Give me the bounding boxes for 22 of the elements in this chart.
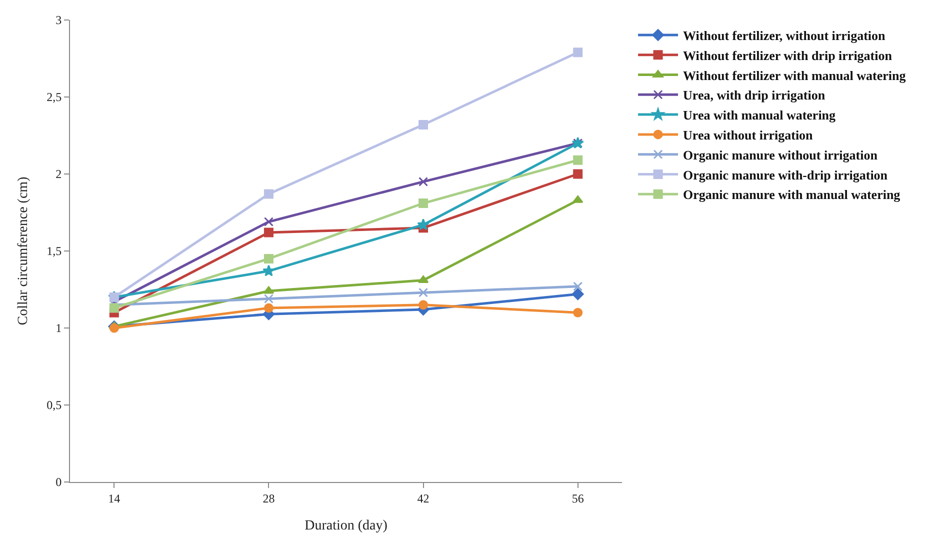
y-tick-label: 1 <box>56 321 62 336</box>
x-axis-title: Duration (day) <box>304 518 388 534</box>
legend-label: Organic manure without irrigation <box>683 147 878 162</box>
legend-label: Urea with manual watering <box>683 108 836 123</box>
y-tick-label: 3 <box>56 13 62 28</box>
y-tick-label: 0 <box>56 475 62 490</box>
x-tick-label: 56 <box>572 491 584 506</box>
x-tick-label: 14 <box>108 491 120 506</box>
y-tick-label: 0,5 <box>46 398 62 412</box>
legend-label: Without fertilizer with drip irrigation <box>683 48 893 63</box>
legend-label: Urea, with drip irrigation <box>683 88 826 103</box>
x-tick-label: 42 <box>417 491 430 506</box>
legend-label: Organic manure with-drip irrigation <box>683 167 888 182</box>
y-tick-label: 1,5 <box>46 244 62 258</box>
legend-label: Without fertilizer with manual watering <box>683 68 906 83</box>
legend-label: Organic manure with manual watering <box>683 187 901 202</box>
x-tick-label: 28 <box>262 491 275 506</box>
y-tick-label: 2,5 <box>46 90 62 104</box>
y-axis-title: Collar circumference (cm) <box>16 176 32 326</box>
y-tick-label: 2 <box>56 167 62 182</box>
legend-label: Urea without irrigation <box>683 128 814 143</box>
legend-label: Without fertilizer, without irrigation <box>683 28 886 44</box>
